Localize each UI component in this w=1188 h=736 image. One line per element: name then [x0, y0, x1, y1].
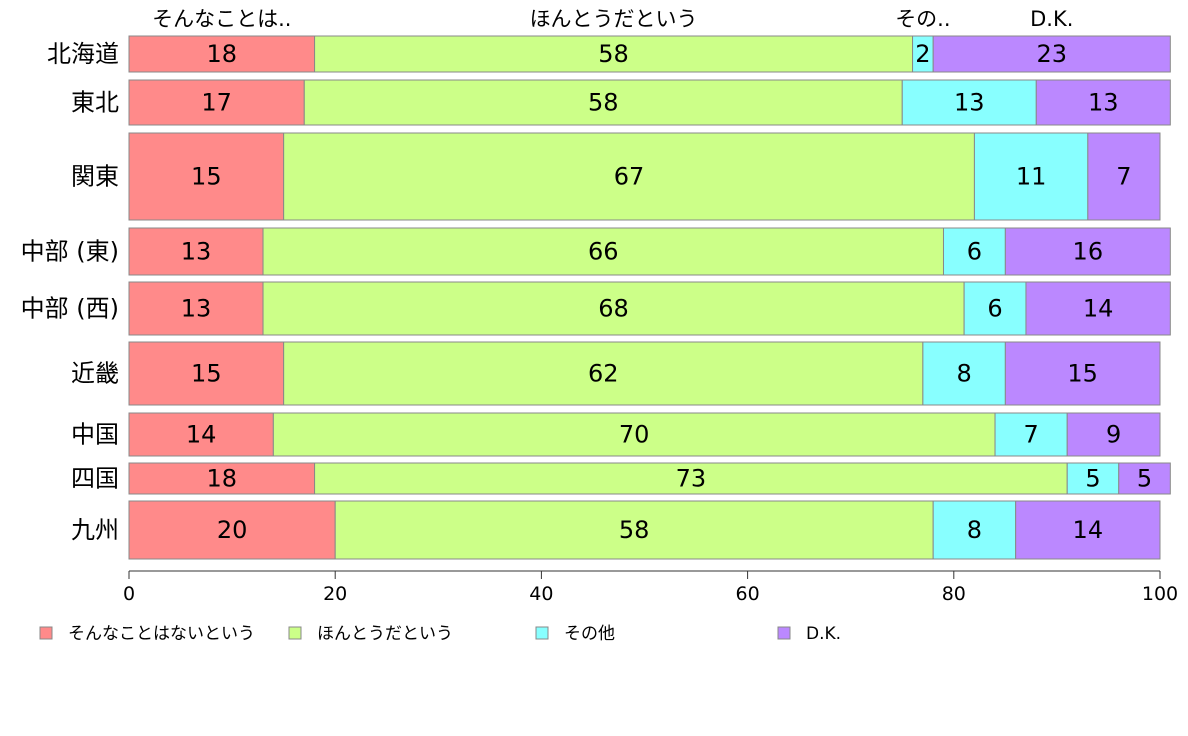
data-label: 67 — [614, 163, 645, 191]
top-series-label: そんなことは.. — [152, 7, 291, 31]
data-label: 6 — [967, 238, 982, 266]
data-label: 16 — [1073, 238, 1104, 266]
category-label: 中部 (西) — [21, 295, 119, 323]
data-label: 66 — [588, 238, 619, 266]
x-tick-label: 0 — [123, 583, 135, 605]
bar-segment — [1087, 132, 1161, 221]
bar-segment — [1066, 462, 1120, 495]
data-label: 58 — [619, 516, 650, 544]
bar-segment — [1025, 281, 1171, 336]
data-label: 23 — [1036, 40, 1067, 68]
data-label: 9 — [1106, 421, 1121, 449]
bar-segment — [128, 79, 305, 126]
data-label: 58 — [598, 40, 629, 68]
legend-label: D.K. — [806, 624, 841, 644]
data-label: 13 — [181, 295, 212, 323]
bar-segment — [128, 35, 316, 73]
data-label: 58 — [588, 89, 619, 117]
x-tick-label: 40 — [529, 583, 553, 605]
legend-label: ほんとうだという — [317, 624, 453, 644]
bar-segment — [272, 412, 996, 457]
bar-segment — [994, 412, 1068, 457]
data-label: 8 — [956, 360, 971, 388]
top-series-label: D.K. — [1030, 7, 1073, 31]
data-label: 20 — [217, 516, 248, 544]
bar-segment — [128, 341, 285, 406]
legend-swatch — [777, 626, 791, 640]
bar-segment — [901, 79, 1037, 126]
bar-segment — [128, 132, 285, 221]
category-label: 中国 — [71, 421, 119, 449]
bar-segment — [283, 132, 975, 221]
x-tick-label: 60 — [736, 583, 760, 605]
bar-segment — [334, 500, 934, 560]
data-label: 14 — [1083, 295, 1114, 323]
bar-segment — [314, 462, 1068, 495]
legend-label: その他 — [564, 624, 615, 644]
data-label: 18 — [207, 465, 238, 493]
bar-segment — [262, 227, 944, 276]
data-label: 13 — [181, 238, 212, 266]
category-label: 東北 — [71, 89, 119, 117]
top-series-label: ほんとうだという — [530, 7, 698, 31]
category-label: 中部 (東) — [21, 238, 119, 266]
bar-segment — [262, 281, 965, 336]
bar-segment — [922, 341, 1006, 406]
data-label: 14 — [1073, 516, 1104, 544]
data-label: 15 — [1067, 360, 1098, 388]
legend-label: そんなことはないという — [68, 624, 255, 644]
legend-swatch — [535, 626, 549, 640]
legend-swatch — [288, 626, 302, 640]
bar-segment — [942, 227, 1006, 276]
data-label: 62 — [588, 360, 619, 388]
data-label: 13 — [1088, 89, 1119, 117]
bar-segment — [963, 281, 1027, 336]
category-label: 四国 — [71, 465, 119, 493]
bar-segment — [128, 412, 274, 457]
bar-segment — [1118, 462, 1171, 495]
data-label: 8 — [967, 516, 982, 544]
data-label: 13 — [954, 89, 985, 117]
data-label: 2 — [915, 40, 930, 68]
bar-segment — [1066, 412, 1161, 457]
bar-segment — [128, 227, 264, 276]
bar-segment — [1004, 341, 1161, 406]
data-label: 14 — [186, 421, 217, 449]
data-label: 11 — [1016, 163, 1047, 191]
data-label: 70 — [619, 421, 650, 449]
x-tick-label: 20 — [323, 583, 347, 605]
bar-segment — [1004, 227, 1171, 276]
data-label: 5 — [1137, 465, 1152, 493]
legend-swatch — [39, 626, 53, 640]
data-label: 73 — [676, 465, 707, 493]
category-label: 北海道 — [47, 40, 119, 68]
data-label: 7 — [1116, 163, 1131, 191]
data-label: 17 — [201, 89, 232, 117]
x-tick-label: 100 — [1142, 583, 1178, 605]
bar-segment — [1035, 79, 1171, 126]
bar-segment — [932, 35, 1171, 73]
category-label: 関東 — [71, 163, 119, 191]
category-label: 近畿 — [71, 360, 119, 388]
data-label: 15 — [191, 163, 222, 191]
bar-segment — [128, 281, 264, 336]
bar-segment — [314, 35, 914, 73]
bar-segment — [303, 79, 903, 126]
bar-segment — [973, 132, 1089, 221]
bar-segment — [283, 341, 924, 406]
data-label: 5 — [1085, 465, 1100, 493]
data-label: 15 — [191, 360, 222, 388]
data-label: 18 — [207, 40, 238, 68]
x-tick-label: 80 — [942, 583, 966, 605]
data-label: 6 — [987, 295, 1002, 323]
data-label: 68 — [598, 295, 629, 323]
category-label: 九州 — [71, 516, 119, 544]
bar-segment — [1015, 500, 1161, 560]
top-series-label: その.. — [895, 7, 950, 31]
data-label: 7 — [1023, 421, 1038, 449]
